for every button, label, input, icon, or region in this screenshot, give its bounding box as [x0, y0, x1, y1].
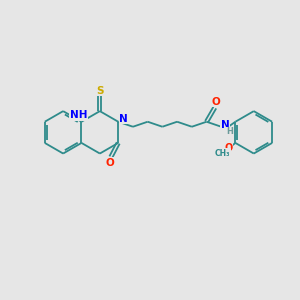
- Text: O: O: [106, 158, 115, 168]
- Text: NH: NH: [70, 110, 87, 120]
- Text: H: H: [226, 127, 233, 136]
- Text: O: O: [225, 143, 233, 153]
- Text: O: O: [211, 97, 220, 107]
- Text: CH₃: CH₃: [215, 148, 230, 158]
- Text: N: N: [221, 120, 230, 130]
- Text: N: N: [119, 114, 128, 124]
- Text: S: S: [96, 85, 103, 95]
